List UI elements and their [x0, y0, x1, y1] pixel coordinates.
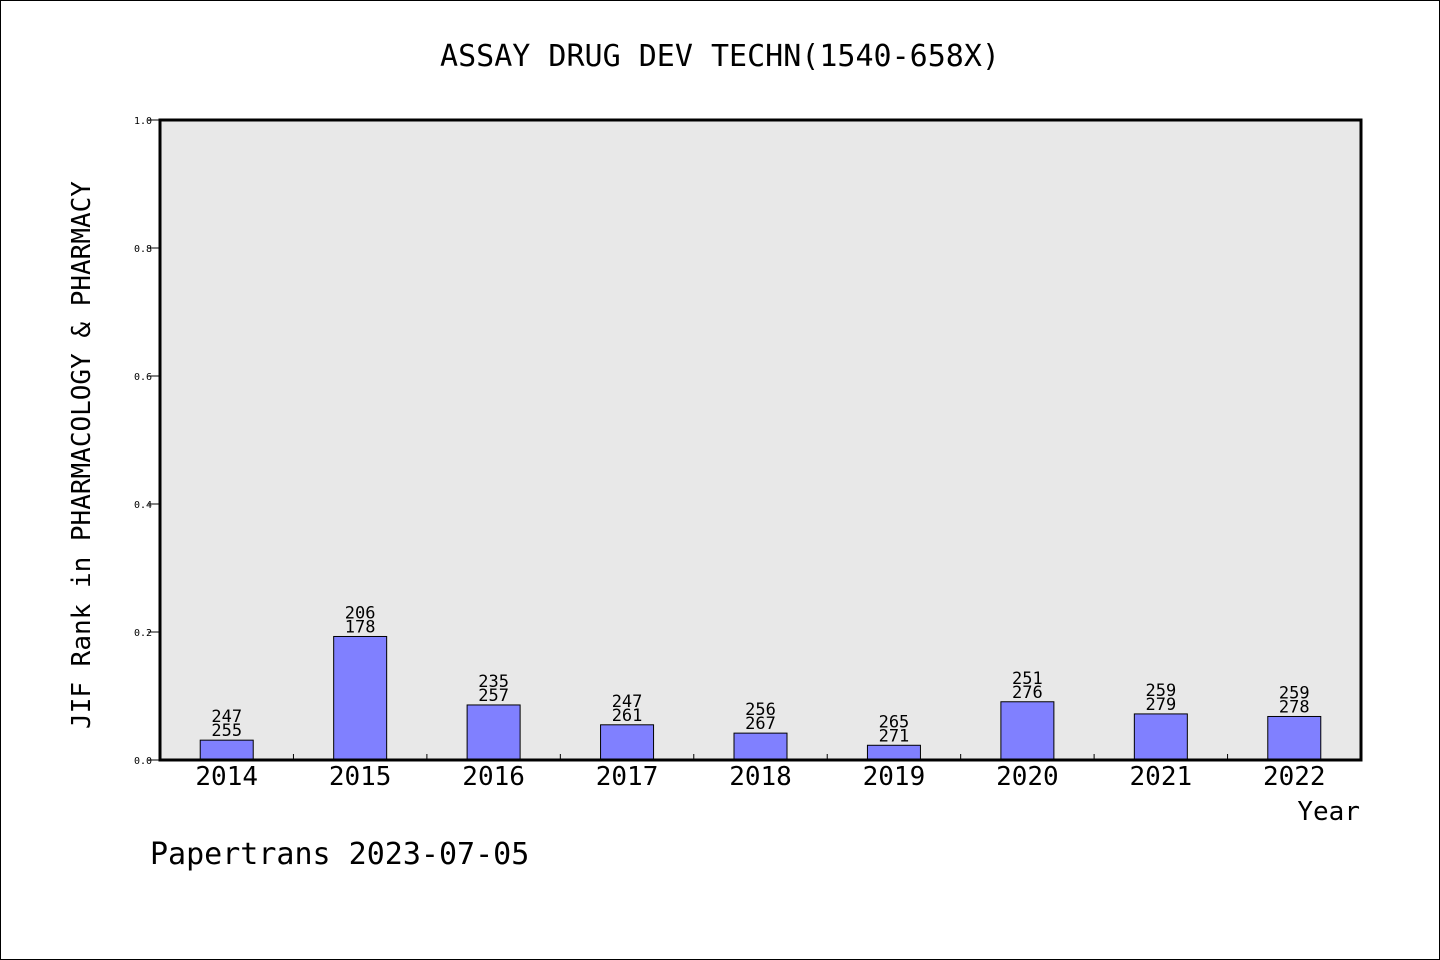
x-tick-label: 2019: [863, 762, 926, 792]
x-axis-categories: 2014 2015 2016 2017 2018 2019 2020 2021 2022: [195, 754, 1326, 792]
bar: [466, 704, 521, 761]
bar: [1267, 715, 1322, 761]
data-label-rank: 251: [1012, 669, 1043, 689]
x-tick-label: 2021: [1130, 762, 1193, 792]
x-tick-label: 2022: [1263, 762, 1326, 792]
bar: [1000, 701, 1055, 761]
x-axis-label: Year: [1297, 797, 1360, 827]
y-tick-label: 0.2: [134, 628, 152, 639]
data-label-rank: 247: [612, 692, 643, 712]
y-tick-label: 1.0: [134, 116, 152, 127]
data-label-rank: 247: [211, 707, 242, 727]
data-label-rank: 265: [879, 712, 910, 732]
y-tick-label: 0.8: [134, 244, 152, 255]
data-label-rank: 256: [745, 700, 776, 720]
x-tick-label: 2016: [462, 762, 525, 792]
x-tick-label: 2014: [195, 762, 258, 792]
x-tick-label: 2015: [329, 762, 392, 792]
plot-border: [158, 118, 1363, 762]
data-label-total: 278: [1279, 697, 1310, 717]
data-label-total: 255: [211, 721, 242, 741]
bar: [199, 739, 254, 761]
y-tick-label: 0.4: [134, 500, 152, 511]
bar: [733, 732, 788, 761]
data-label-total: 261: [612, 706, 643, 726]
data-label-total: 276: [1012, 683, 1043, 703]
data-label-rank: 235: [478, 672, 509, 692]
y-tick-label: 0.0: [134, 756, 152, 767]
data-label-total: 271: [879, 726, 910, 746]
data-label-total: 279: [1145, 695, 1176, 715]
data-label-total: 267: [745, 714, 776, 734]
y-axis-label: JIF Rank in PHARMACOLOGY & PHARMACY: [67, 181, 97, 729]
data-label-total: 178: [345, 617, 376, 637]
data-label-rank: 259: [1145, 681, 1176, 701]
bars: [199, 635, 1322, 761]
footer-source: Papertrans 2023-07-05: [150, 837, 529, 872]
x-tick-label: 2020: [996, 762, 1059, 792]
chart-title: ASSAY DRUG DEV TECHN(1540-658X): [440, 39, 1000, 74]
bar: [866, 744, 921, 761]
x-tick-label: 2017: [596, 762, 659, 792]
x-tick-label: 2018: [729, 762, 792, 792]
data-label-rank: 206: [345, 603, 376, 623]
y-axis-ticks: 0.0 0.2 0.4 0.6 0.8 1.0: [134, 116, 160, 767]
bar: [1133, 713, 1188, 761]
bar: [600, 724, 655, 761]
bar: [333, 635, 388, 761]
data-label-total: 257: [478, 686, 509, 706]
data-label-rank: 259: [1279, 683, 1310, 703]
y-tick-label: 0.6: [134, 372, 152, 383]
